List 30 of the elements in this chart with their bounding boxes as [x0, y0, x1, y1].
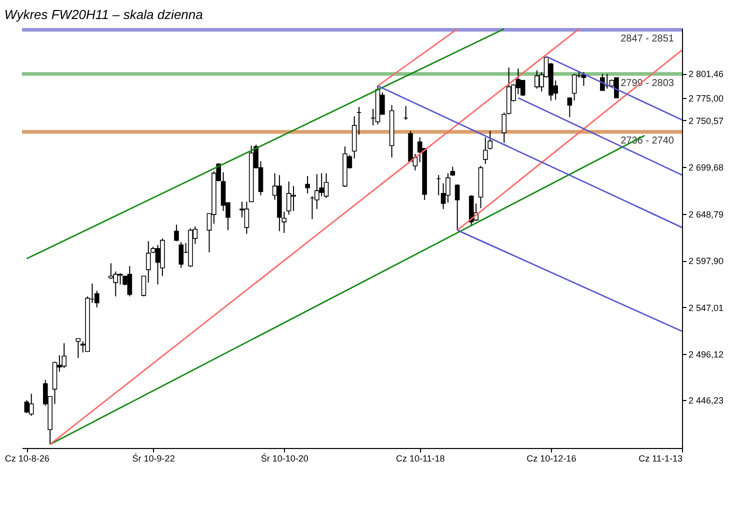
x-tick-label: Cz 10-8-26: [4, 454, 50, 464]
y-tick-label: 2 775,00: [688, 93, 724, 104]
x-tick-label: Śr 10-10-20: [260, 452, 308, 464]
candlestick: [520, 80, 526, 97]
x-tick-label: Cz 11-1-13: [638, 454, 682, 464]
candlestick: [28, 393, 34, 416]
candlestick: [178, 242, 184, 268]
x-tick-label: Cz 10-12-16: [526, 454, 576, 464]
candlestick: [567, 97, 572, 118]
chart-title: Wykres FW20H11 – skala dzienna: [4, 7, 203, 22]
candlestick: [454, 184, 460, 231]
band-label: 2847 - 2851: [620, 34, 674, 45]
x-tick-label: Śr 10-9-22: [132, 452, 175, 464]
y-tick-label: 2 597,90: [688, 256, 724, 266]
y-tick-label: 2 699,68: [688, 162, 724, 173]
candlestick: [572, 73, 577, 102]
candlestick: [600, 73, 605, 91]
y-tick-label: 2 801,46: [688, 69, 724, 80]
candlestick: [141, 276, 146, 297]
candlestick: [76, 338, 81, 358]
y-tick-label: 2 547,01: [688, 302, 724, 313]
candlestick: [94, 290, 100, 308]
candlestick: [502, 112, 507, 144]
candlestick: [305, 175, 310, 194]
y-tick-label: 2 496,12: [688, 350, 724, 360]
y-tick-label: 2 750,57: [688, 116, 724, 126]
y-tick-label: 2 446,23: [688, 396, 724, 406]
x-tick-label: Cz 10-11-18: [396, 454, 445, 464]
candlestick: [174, 224, 179, 242]
y-tick-label: 2 648,79: [688, 209, 724, 220]
